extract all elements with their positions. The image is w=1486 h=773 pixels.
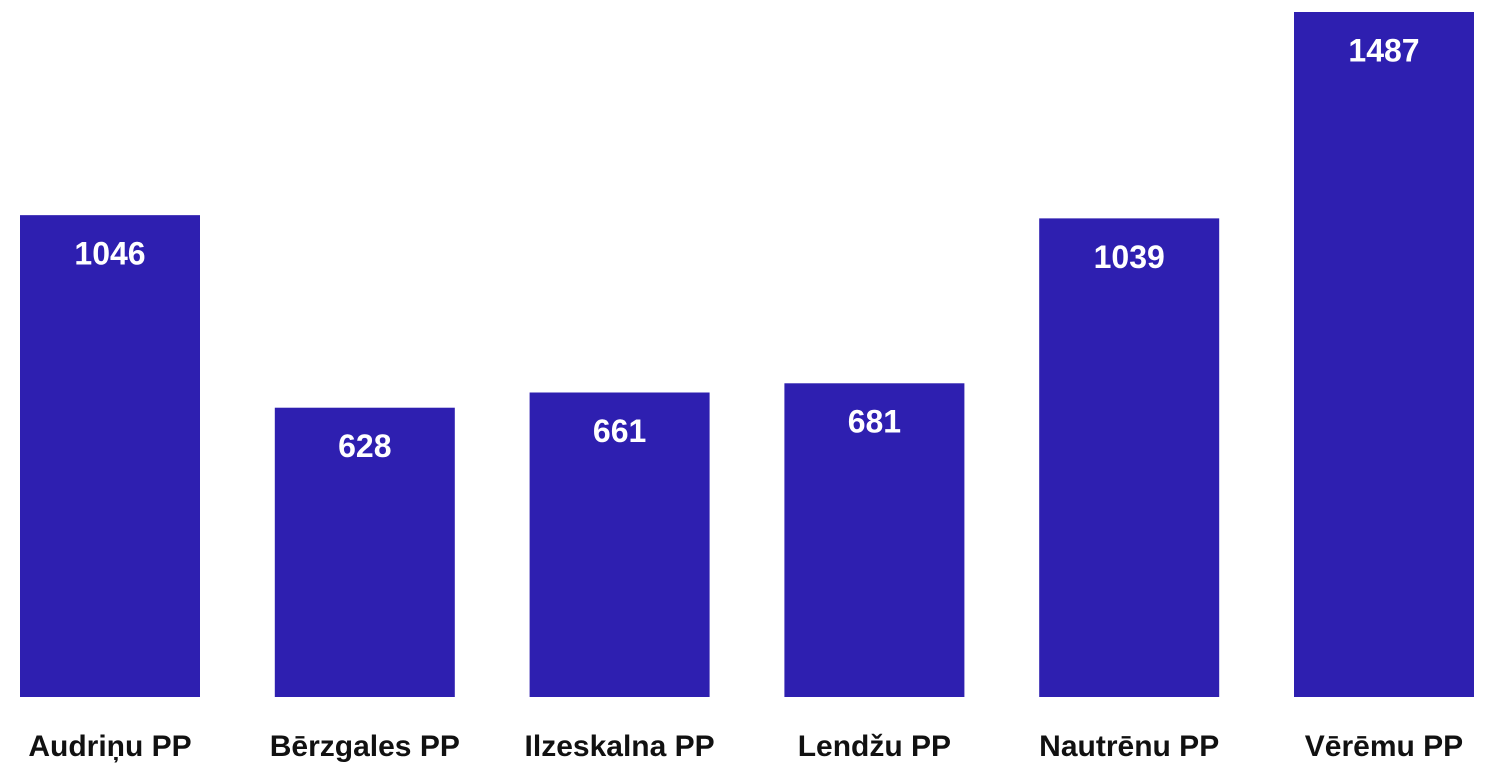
x-tick-label: Audriņu PP <box>28 730 191 763</box>
bar <box>274 407 455 697</box>
x-tick-label: Nautrēnu PP <box>1039 730 1219 763</box>
bar <box>784 383 965 697</box>
value-label: 1039 <box>1094 239 1165 275</box>
value-label: 681 <box>848 404 901 440</box>
value-label: 1487 <box>1348 32 1419 68</box>
value-label: 1046 <box>74 236 145 272</box>
value-label: 661 <box>593 413 646 449</box>
bar <box>1039 218 1220 698</box>
bar <box>20 215 200 697</box>
x-tick-label: Lendžu PP <box>798 730 951 763</box>
value-label: 628 <box>338 428 391 464</box>
x-tick-label: Bērzgales PP <box>270 730 460 763</box>
x-tick-label: Vērēmu PP <box>1305 730 1463 763</box>
x-tick-label: Ilzeskalna PP <box>525 730 715 763</box>
bar <box>1294 12 1474 697</box>
bar <box>529 392 710 697</box>
